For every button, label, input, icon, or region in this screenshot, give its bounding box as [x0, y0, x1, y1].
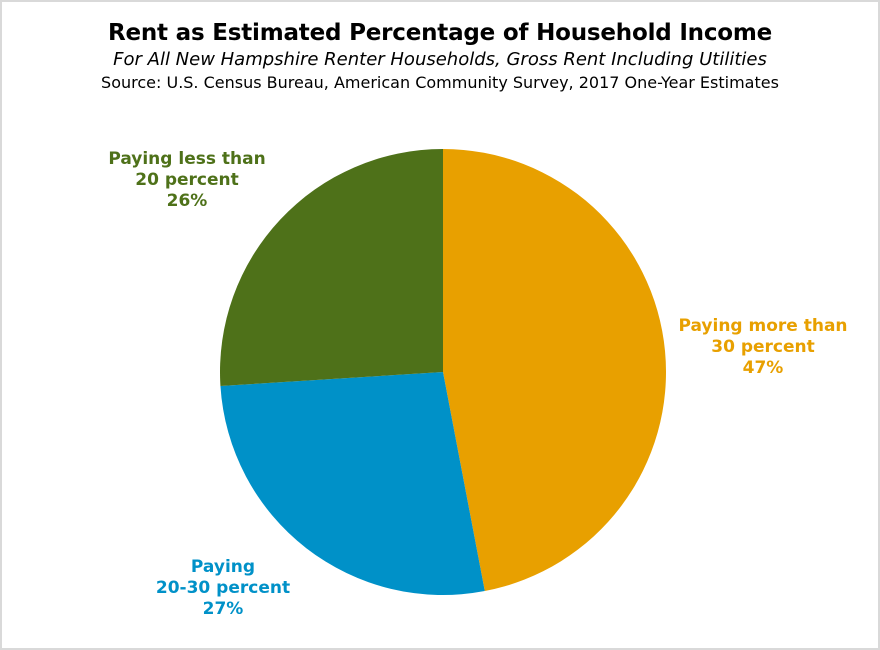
pie-slice-paying-less-than-20-percent [220, 149, 443, 386]
slice-label-line: Paying less than [108, 149, 266, 169]
slice-label-line: Paying [190, 557, 256, 577]
slice-label-line: 20-30 percent [155, 578, 291, 598]
slice-label-percentage: 47% [742, 358, 784, 378]
slice-label-line: Paying more than [678, 316, 848, 336]
pie-slice-paying-20-30-percent [220, 372, 485, 596]
slice-label-paying-20-30-percent: Paying 20-30 percent 27% [118, 557, 328, 620]
slice-label-line: 30 percent [711, 337, 815, 357]
chart-title: Rent as Estimated Percentage of Househol… [107, 20, 773, 46]
slice-label-line: 20 percent [135, 170, 239, 190]
chart-source-note: Source: U.S. Census Bureau, American Com… [101, 73, 779, 92]
slice-label-paying-more-than-30-percent: Paying more than 30 percent 47% [658, 316, 868, 379]
pie-slice-paying-more-than-30-percent [443, 149, 667, 592]
chart-header: Rent as Estimated Percentage of Househol… [2, 2, 878, 93]
slice-label-percentage: 26% [166, 191, 208, 211]
slice-label-percentage: 27% [202, 599, 244, 619]
chart-subtitle: For All New Hampshire Renter Households,… [113, 49, 767, 70]
slice-label-paying-less-than-20-percent: Paying less than 20 percent 26% [82, 149, 292, 212]
